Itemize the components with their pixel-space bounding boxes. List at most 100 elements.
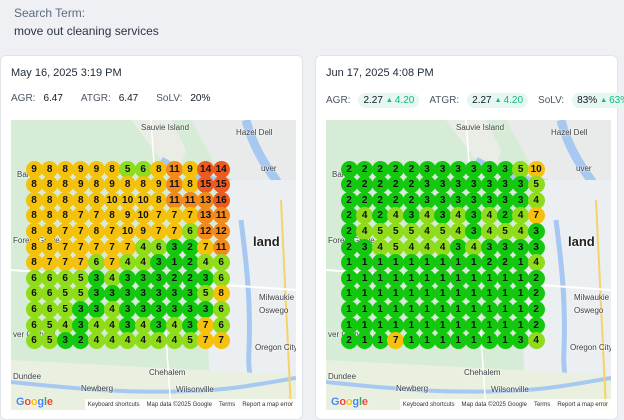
rank-dot[interactable]: 9 bbox=[103, 176, 121, 194]
rank-dot[interactable]: 1 bbox=[512, 300, 530, 318]
rank-dot[interactable]: 3 bbox=[465, 191, 483, 209]
rank-dot[interactable]: 1 bbox=[340, 269, 358, 287]
rank-dot[interactable]: 7 bbox=[165, 207, 183, 225]
rank-dot[interactable]: 3 bbox=[418, 160, 436, 178]
rank-dot[interactable]: 5 bbox=[434, 222, 452, 240]
rank-dot[interactable]: 8 bbox=[25, 176, 43, 194]
rank-dot[interactable]: 1 bbox=[480, 332, 498, 350]
rank-dot[interactable]: 3 bbox=[56, 332, 74, 350]
rank-dot[interactable]: 16 bbox=[212, 191, 230, 209]
rank-dot[interactable]: 8 bbox=[41, 207, 59, 225]
rank-dot[interactable]: 1 bbox=[356, 332, 374, 350]
rank-dot[interactable]: 2 bbox=[340, 332, 358, 350]
rank-dot[interactable]: 1 bbox=[496, 332, 514, 350]
rank-dot[interactable]: 9 bbox=[87, 160, 105, 178]
rank-dot[interactable]: 3 bbox=[150, 254, 168, 272]
rank-dot[interactable]: 3 bbox=[512, 191, 530, 209]
rank-dot[interactable]: 3 bbox=[418, 191, 436, 209]
rank-dot[interactable]: 1 bbox=[402, 300, 420, 318]
rank-dot[interactable]: 1 bbox=[371, 300, 389, 318]
rank-dot[interactable]: 2 bbox=[340, 222, 358, 240]
rank-dot[interactable]: 5 bbox=[387, 222, 405, 240]
rank-dot[interactable]: 2 bbox=[371, 191, 389, 209]
rank-dot[interactable]: 8 bbox=[41, 222, 59, 240]
rank-dot[interactable]: 4 bbox=[87, 332, 105, 350]
rank-dot[interactable]: 3 bbox=[87, 285, 105, 303]
rank-dot[interactable]: 1 bbox=[449, 285, 467, 303]
rank-dot[interactable]: 1 bbox=[434, 254, 452, 272]
rank-dot[interactable]: 3 bbox=[496, 238, 514, 256]
rank-dot[interactable]: 5 bbox=[512, 160, 530, 178]
rank-dot[interactable]: 1 bbox=[165, 254, 183, 272]
rank-dot[interactable]: 6 bbox=[134, 160, 152, 178]
rank-dot[interactable]: 1 bbox=[434, 269, 452, 287]
report-map-error-link[interactable]: Report a map error bbox=[557, 401, 608, 408]
rank-dot[interactable]: 1 bbox=[387, 269, 405, 287]
rank-dot[interactable]: 1 bbox=[387, 316, 405, 334]
rank-dot[interactable]: 7 bbox=[103, 222, 121, 240]
rank-dot[interactable]: 5 bbox=[41, 316, 59, 334]
rank-dot[interactable]: 1 bbox=[402, 254, 420, 272]
rank-dot[interactable]: 2 bbox=[527, 300, 545, 318]
rank-dot[interactable]: 2 bbox=[371, 207, 389, 225]
rank-dot[interactable]: 3 bbox=[119, 269, 137, 287]
rank-dot[interactable]: 7 bbox=[197, 316, 215, 334]
rank-dot[interactable]: 12 bbox=[212, 222, 230, 240]
rank-dot[interactable]: 6 bbox=[212, 269, 230, 287]
rank-dot[interactable]: 1 bbox=[465, 254, 483, 272]
rank-dot[interactable]: 8 bbox=[56, 160, 74, 178]
rank-dot[interactable]: 12 bbox=[197, 222, 215, 240]
rank-dot[interactable]: 11 bbox=[165, 160, 183, 178]
rank-dot[interactable]: 3 bbox=[480, 238, 498, 256]
rank-dot[interactable]: 8 bbox=[56, 176, 74, 194]
rank-dot[interactable]: 6 bbox=[212, 316, 230, 334]
rank-dot[interactable]: 2 bbox=[356, 191, 374, 209]
rank-dot[interactable]: 1 bbox=[387, 254, 405, 272]
rank-dot[interactable]: 4 bbox=[119, 332, 137, 350]
rank-dot[interactable]: 1 bbox=[512, 254, 530, 272]
rank-dot[interactable]: 3 bbox=[134, 300, 152, 318]
rank-dot[interactable]: 8 bbox=[119, 176, 137, 194]
rank-dot[interactable]: 7 bbox=[72, 207, 90, 225]
rank-dot[interactable]: 1 bbox=[465, 332, 483, 350]
rank-dot[interactable]: 8 bbox=[56, 207, 74, 225]
rank-dot[interactable]: 8 bbox=[103, 160, 121, 178]
rank-dot[interactable]: 3 bbox=[512, 176, 530, 194]
rank-dot[interactable]: 1 bbox=[402, 269, 420, 287]
rank-dot[interactable]: 7 bbox=[150, 222, 168, 240]
rank-dot[interactable]: 10 bbox=[119, 222, 137, 240]
rank-dot[interactable]: 10 bbox=[527, 160, 545, 178]
rank-dot[interactable]: 3 bbox=[496, 191, 514, 209]
rank-dot[interactable]: 7 bbox=[87, 238, 105, 256]
rank-dot[interactable]: 3 bbox=[165, 238, 183, 256]
rank-dot[interactable]: 6 bbox=[25, 316, 43, 334]
rank-dot[interactable]: 1 bbox=[449, 269, 467, 287]
rank-dot[interactable]: 3 bbox=[449, 160, 467, 178]
rank-dot[interactable]: 11 bbox=[212, 207, 230, 225]
rank-dot[interactable]: 1 bbox=[449, 316, 467, 334]
rank-dot[interactable]: 7 bbox=[72, 222, 90, 240]
rank-dot[interactable]: 4 bbox=[165, 316, 183, 334]
rank-dot[interactable]: 2 bbox=[356, 176, 374, 194]
rank-dot[interactable]: 14 bbox=[197, 160, 215, 178]
rank-dot[interactable]: 3 bbox=[434, 160, 452, 178]
rank-dot[interactable]: 2 bbox=[402, 176, 420, 194]
rank-dot[interactable]: 5 bbox=[402, 222, 420, 240]
rank-dot[interactable]: 1 bbox=[418, 332, 436, 350]
rank-dot[interactable]: 3 bbox=[119, 285, 137, 303]
rank-dot[interactable]: 8 bbox=[134, 176, 152, 194]
rank-dot[interactable]: 1 bbox=[340, 300, 358, 318]
rank-dot[interactable]: 1 bbox=[496, 316, 514, 334]
rank-dot[interactable]: 1 bbox=[371, 254, 389, 272]
terms-link[interactable]: Terms bbox=[533, 401, 551, 408]
rank-dot[interactable]: 2 bbox=[527, 285, 545, 303]
rank-dot[interactable]: 1 bbox=[402, 332, 420, 350]
rank-dot[interactable]: 3 bbox=[480, 160, 498, 178]
rank-dot[interactable]: 8 bbox=[87, 191, 105, 209]
rank-dot[interactable]: 6 bbox=[181, 222, 199, 240]
rank-dot[interactable]: 7 bbox=[119, 238, 137, 256]
rank-dot[interactable]: 4 bbox=[197, 254, 215, 272]
rank-dot[interactable]: 8 bbox=[181, 176, 199, 194]
rank-dot[interactable]: 2 bbox=[496, 207, 514, 225]
rank-dot[interactable]: 6 bbox=[87, 254, 105, 272]
